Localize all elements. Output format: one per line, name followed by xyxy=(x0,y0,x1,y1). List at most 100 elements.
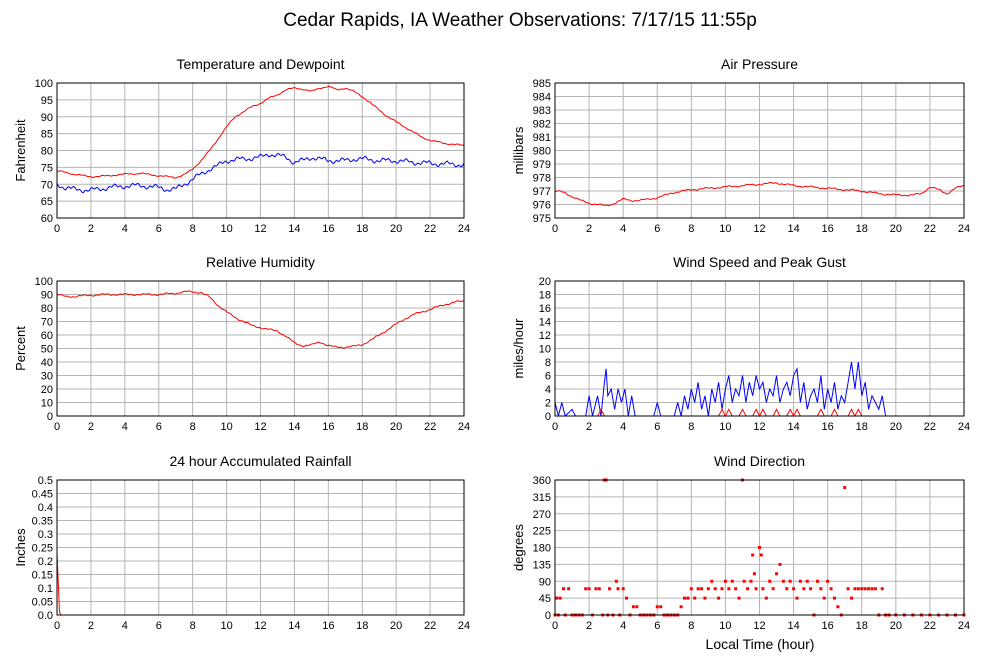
y-tick-label: 270 xyxy=(533,509,551,521)
data-point xyxy=(850,596,854,600)
data-point xyxy=(635,605,639,609)
y-tick-label: 985 xyxy=(533,78,551,90)
x-tick-label: 14 xyxy=(787,223,799,235)
data-point xyxy=(683,596,687,600)
x-tick-label: 6 xyxy=(156,223,162,235)
data-point xyxy=(679,605,683,609)
data-point xyxy=(822,596,826,600)
y-tick-label: 10 xyxy=(539,344,551,356)
y-tick-label: 0.45 xyxy=(32,489,53,501)
x-tick-label: 10 xyxy=(220,620,232,632)
plot-frame xyxy=(56,82,465,219)
x-tick-label: 4 xyxy=(122,223,128,235)
y-axis-label: Fahrenheit xyxy=(13,119,28,182)
data-point xyxy=(621,587,625,591)
x-tick-label: 14 xyxy=(288,620,300,632)
x-tick-label: 22 xyxy=(424,421,436,433)
data-point xyxy=(706,587,710,591)
y-tick-label: 0.3 xyxy=(38,529,53,541)
x-tick-label: 22 xyxy=(924,620,936,632)
data-point xyxy=(843,486,847,489)
x-tick-label: 2 xyxy=(586,421,592,433)
x-tick-label: 4 xyxy=(122,421,128,433)
series-line-0 xyxy=(554,181,965,207)
data-point xyxy=(792,587,796,591)
y-tick-label: 975 xyxy=(533,213,551,225)
data-point xyxy=(846,587,850,591)
data-point xyxy=(597,587,601,591)
data-point xyxy=(819,587,823,591)
data-point xyxy=(764,596,768,600)
x-tick-label: 24 xyxy=(958,223,970,235)
data-point xyxy=(836,605,840,609)
y-tick-label: 90 xyxy=(41,112,53,124)
y-tick-label: 315 xyxy=(533,492,551,504)
y-tick-label: 984 xyxy=(533,92,551,104)
x-tick-label: 2 xyxy=(88,421,94,433)
y-tick-label: 980 xyxy=(533,146,551,158)
data-point xyxy=(809,587,813,591)
x-tick-label: 20 xyxy=(390,620,402,632)
x-tick-label: 22 xyxy=(424,223,436,235)
y-tick-label: 100 xyxy=(35,78,53,90)
chart-title: 24 hour Accumulated Rainfall xyxy=(169,453,351,469)
y-tick-label: 180 xyxy=(533,543,551,555)
x-tick-label: 8 xyxy=(190,620,196,632)
data-point xyxy=(749,579,753,583)
data-point xyxy=(860,587,864,591)
data-point xyxy=(700,587,704,591)
x-tick-label: 4 xyxy=(122,620,128,632)
y-tick-label: 0.5 xyxy=(38,475,53,487)
data-point xyxy=(873,587,877,591)
data-point xyxy=(558,596,562,600)
data-point xyxy=(717,596,721,600)
x-tick-label: 10 xyxy=(719,223,731,235)
x-tick-label: 16 xyxy=(822,223,834,235)
data-point xyxy=(614,579,618,583)
data-point xyxy=(720,587,724,591)
chart-title: Relative Humidity xyxy=(206,254,315,270)
x-tick-label: 0 xyxy=(54,421,60,433)
x-tick-label: 2 xyxy=(586,223,592,235)
y-tick-label: 30 xyxy=(41,371,53,383)
x-tick-label: 20 xyxy=(890,421,902,433)
x-tick-label: 8 xyxy=(688,223,694,235)
y-tick-label: 80 xyxy=(41,146,53,158)
data-point xyxy=(759,553,763,557)
y-tick-label: 6 xyxy=(545,371,551,383)
data-point xyxy=(853,587,857,591)
y-tick-label: 14 xyxy=(539,317,551,329)
y-tick-label: 0.25 xyxy=(32,543,53,555)
x-tick-label: 22 xyxy=(924,421,936,433)
data-point xyxy=(778,562,782,566)
plot-frame xyxy=(56,280,465,417)
y-tick-label: 0 xyxy=(47,411,53,423)
data-point xyxy=(693,596,697,600)
page-title: Cedar Rapids, IA Weather Observations: 7… xyxy=(283,10,757,31)
x-tick-label: 12 xyxy=(753,223,765,235)
data-point xyxy=(710,579,714,583)
x-tick-label: 20 xyxy=(890,223,902,235)
y-tick-label: 65 xyxy=(41,196,53,208)
y-tick-label: 90 xyxy=(539,576,551,588)
data-point xyxy=(752,572,756,576)
x-tick-label: 12 xyxy=(254,620,266,632)
x-tick-label: 10 xyxy=(220,421,232,433)
x-tick-label: 22 xyxy=(424,620,436,632)
data-point xyxy=(761,587,765,591)
data-point xyxy=(737,596,741,600)
data-point xyxy=(880,587,884,591)
y-tick-label: 40 xyxy=(41,357,53,369)
data-point xyxy=(713,587,717,591)
x-tick-label: 18 xyxy=(856,223,868,235)
data-point xyxy=(567,587,571,591)
data-point xyxy=(775,572,779,576)
data-point xyxy=(802,587,806,591)
x-tick-label: 8 xyxy=(190,223,196,235)
x-tick-label: 18 xyxy=(356,223,368,235)
data-point xyxy=(785,587,789,591)
x-tick-label: 4 xyxy=(620,421,626,433)
data-point xyxy=(723,579,727,583)
